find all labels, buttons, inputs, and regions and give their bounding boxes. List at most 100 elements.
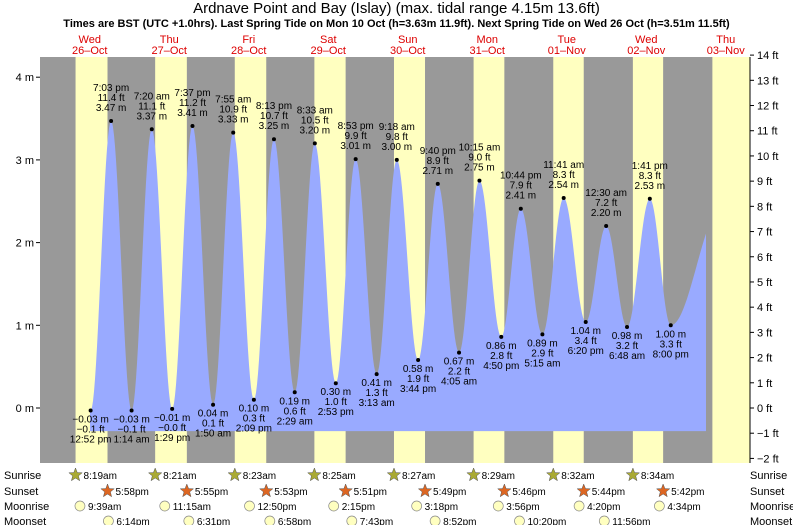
svg-text:2.2 ft: 2.2 ft (448, 367, 470, 378)
date-label: 26–Oct (72, 45, 107, 57)
svg-text:0.3 ft: 0.3 ft (243, 414, 265, 425)
low-tide-label: 0.86 m2.8 ft4:50 pm (483, 334, 519, 372)
y-tick-label-ft: 5 ft (757, 277, 772, 289)
tide-point (604, 224, 609, 229)
svg-text:2.8 ft: 2.8 ft (490, 351, 512, 362)
moonset-icon (346, 515, 358, 525)
y-tick-label-m: 2 m (16, 238, 34, 250)
sunset-icon (655, 483, 671, 498)
tide-point (333, 381, 338, 386)
svg-text:3.25 m: 3.25 m (259, 121, 290, 132)
sunrise-time: 8:25am (322, 471, 355, 482)
sunrise-icon (466, 467, 481, 482)
svg-text:0.1 ft: 0.1 ft (202, 419, 224, 430)
svg-text:2.75 m: 2.75 m (464, 163, 495, 174)
low-tide-label: 0.19 m0.6 ft2:29 am (277, 390, 313, 427)
tide-point (109, 119, 114, 124)
svg-text:2:53 pm: 2:53 pm (318, 407, 354, 418)
y-tick-label-ft: 14 ft (757, 50, 778, 62)
svg-text:1.00 m: 1.00 m (655, 329, 686, 340)
svg-text:1:41 pm: 1:41 pm (632, 161, 668, 172)
sunset-icon (497, 483, 512, 498)
daylight-band (738, 57, 750, 463)
y-tick-label-ft: 13 ft (757, 75, 778, 87)
svg-text:11.1 ft: 11.1 ft (138, 101, 165, 112)
high-tide-label: 1:41 pm8.3 ft2.53 m (632, 161, 668, 201)
svg-text:2:09 pm: 2:09 pm (236, 424, 272, 435)
svg-text:0.86 m: 0.86 m (486, 341, 517, 352)
tide-point (251, 397, 256, 402)
svg-text:8.3 ft: 8.3 ft (639, 171, 661, 182)
svg-text:7:03 pm: 7:03 pm (93, 83, 129, 94)
day-of-week-label: Thu (716, 34, 735, 46)
svg-text:11.2 ft: 11.2 ft (179, 98, 206, 109)
sunrise-time: 8:21am (163, 471, 196, 482)
date-label: 01–Nov (548, 45, 586, 57)
low-tide-label: −0.01 m−0.0 ft1:29 pm (154, 406, 190, 444)
y-tick-label-ft: 4 ft (757, 302, 772, 314)
svg-text:10.7 ft: 10.7 ft (260, 111, 288, 122)
tide-point (540, 332, 545, 337)
tide-point (394, 157, 399, 162)
tide-point (353, 157, 358, 162)
day-of-week-label: Sun (398, 34, 418, 46)
svg-text:8.9 ft: 8.9 ft (427, 156, 449, 167)
svg-text:−0.0 ft: −0.0 ft (158, 423, 186, 434)
moonset-time: 11:56pm (612, 517, 650, 525)
tide-point (231, 130, 236, 135)
svg-text:7.2 ft: 7.2 ft (595, 198, 617, 209)
svg-text:1.04 m: 1.04 m (570, 326, 601, 337)
y-tick-label-m: 0 m (16, 403, 34, 415)
low-tide-label: 0.41 m1.3 ft3:13 am (359, 372, 395, 409)
almanac-label-right: Moonrise (750, 501, 793, 513)
date-label: 31–Oct (470, 45, 505, 57)
almanac-label-left: Moonset (4, 516, 46, 525)
tide-point (499, 334, 504, 339)
chart-subtitle: Times are BST (UTC +1.0hrs). Last Spring… (63, 18, 730, 30)
svg-text:2.20 m: 2.20 m (591, 208, 622, 219)
svg-text:10:15 am: 10:15 am (459, 143, 501, 154)
moonset-icon (103, 515, 114, 525)
svg-text:7:20 am: 7:20 am (134, 91, 170, 102)
moonrise-icon (492, 500, 504, 512)
svg-text:0.04 m: 0.04 m (198, 409, 229, 420)
tide-point (625, 324, 630, 329)
y-tick-label-ft: 10 ft (757, 151, 778, 163)
tide-point (211, 402, 216, 407)
sunrise-time: 8:32am (561, 471, 594, 482)
moonrise-icon (411, 500, 423, 512)
svg-text:2.9 ft: 2.9 ft (531, 348, 553, 359)
svg-text:3.37 m: 3.37 m (137, 111, 168, 122)
tide-point (457, 350, 462, 355)
sunset-icon (576, 483, 592, 498)
high-tide-label: 10:44 pm7.9 ft2.41 m (500, 171, 542, 211)
daylight-band (712, 57, 743, 463)
svg-text:8:13 pm: 8:13 pm (256, 101, 292, 112)
moonrise-icon (244, 500, 255, 512)
high-tide-label: 11:41 am8.3 ft2.54 m (543, 160, 584, 200)
tide-point (647, 196, 652, 201)
moonrise-time: 4:20pm (587, 502, 620, 513)
y-tick-label-ft: −2 ft (757, 453, 779, 465)
almanac-label-right: Sunrise (750, 470, 787, 482)
moonrise-time: 11:15am (173, 502, 211, 513)
svg-text:0.30 m: 0.30 m (321, 387, 352, 398)
moonrise-time: 9:39am (88, 502, 121, 513)
svg-text:−0.03 m: −0.03 m (113, 414, 149, 425)
moonset-time: 6:31pm (197, 517, 230, 525)
moonrise-icon (159, 500, 171, 512)
svg-text:1:50 am: 1:50 am (195, 429, 231, 440)
sunset-time: 5:53pm (274, 487, 307, 498)
low-tide-label: −0.03 m−0.1 ft1:14 am (113, 408, 150, 445)
day-of-week-label: Wed (79, 34, 101, 46)
svg-text:3.3 ft: 3.3 ft (660, 339, 682, 350)
almanac-label-left: Sunset (4, 486, 38, 498)
sunrise-time: 8:23am (243, 471, 276, 482)
moonset-time: 6:14pm (116, 517, 149, 525)
moonrise-time: 3:18pm (425, 502, 458, 513)
sunset-time: 5:51pm (354, 487, 387, 498)
svg-text:0.89 m: 0.89 m (527, 338, 558, 349)
